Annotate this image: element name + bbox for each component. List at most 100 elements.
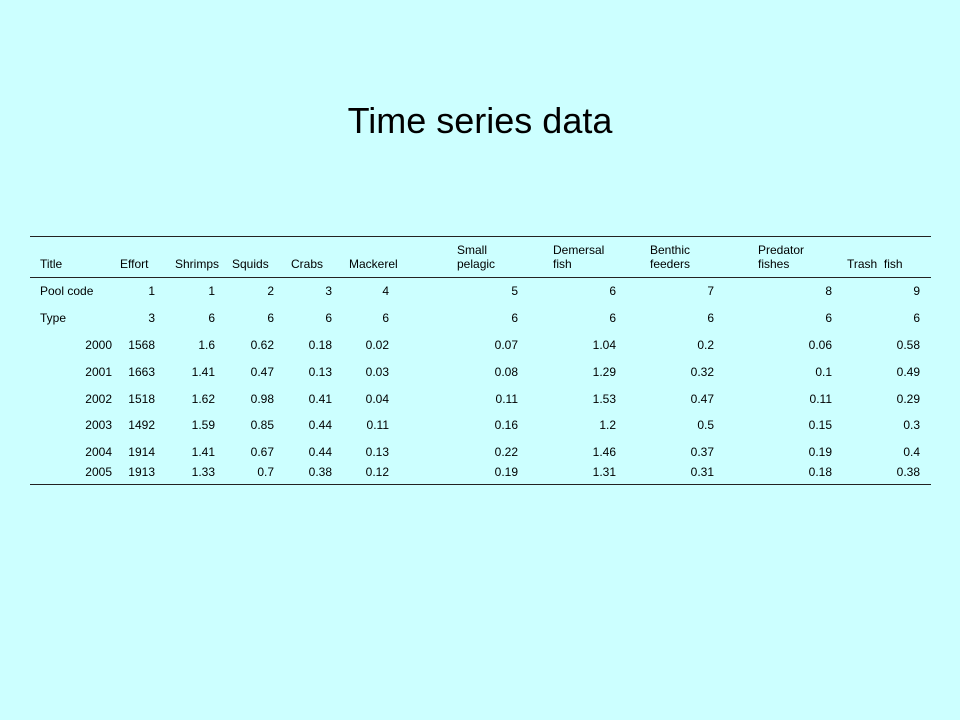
- table-cell: 6: [208, 311, 215, 325]
- table-cell: 0.41: [308, 392, 332, 406]
- table-cell: 1914: [128, 445, 155, 459]
- table-cell: 0.11: [809, 392, 832, 406]
- table-cell: 4: [382, 284, 389, 298]
- table-cell: 7: [707, 284, 714, 298]
- table-cell: 0.06: [808, 338, 832, 352]
- table-cell: 1.46: [592, 445, 616, 459]
- table-cell: 6: [382, 311, 389, 325]
- table-cell: 0.4: [903, 445, 920, 459]
- table-cell: 0.18: [308, 338, 332, 352]
- row-label: 2002: [85, 392, 112, 406]
- table-cell: 6: [325, 311, 332, 325]
- table-cell: 6: [913, 311, 920, 325]
- column-header: Squids: [232, 257, 269, 271]
- table-cell: 6: [825, 311, 832, 325]
- table-cell: 3: [325, 284, 332, 298]
- table-cell: 0.11: [366, 418, 389, 432]
- row-label: Pool code: [40, 284, 94, 298]
- table-cell: 0.5: [697, 418, 714, 432]
- table-cell: 0.31: [690, 465, 714, 479]
- table-cell: 0.44: [308, 445, 332, 459]
- table-cell: 6: [609, 311, 616, 325]
- table-cell: 1.31: [592, 465, 616, 479]
- table-cell: 0.32: [690, 365, 714, 379]
- column-header: Crabs: [291, 257, 324, 271]
- table-cell: 6: [707, 311, 714, 325]
- table-cell: 3: [148, 311, 155, 325]
- table-cell: 1.53: [592, 392, 616, 406]
- table-cell: 0.44: [308, 418, 332, 432]
- column-header: Shrimps: [175, 257, 220, 271]
- table-cell: 8: [825, 284, 832, 298]
- table-cell: 1.59: [191, 418, 215, 432]
- table-cell: 1568: [128, 338, 155, 352]
- table-cell: 0.7: [257, 465, 274, 479]
- table-cell: 0.85: [250, 418, 274, 432]
- table-cell: 0.16: [494, 418, 518, 432]
- table-cell: 0.2: [697, 338, 714, 352]
- table-cell: 1: [208, 284, 215, 298]
- table-cell: 1.2: [599, 418, 616, 432]
- table-cell: 1913: [128, 465, 155, 479]
- table-cell: 0.03: [365, 365, 389, 379]
- table-cell: 1: [148, 284, 155, 298]
- row-label: 2001: [85, 365, 112, 379]
- row-label: Type: [40, 311, 67, 325]
- table-cell: 1.62: [191, 392, 215, 406]
- column-header: Mackerel: [349, 257, 398, 271]
- table-cell: 6: [609, 284, 616, 298]
- column-header: Predator fishes: [758, 243, 808, 271]
- table-cell: 9: [913, 284, 920, 298]
- table-cell: 1.41: [191, 445, 215, 459]
- table-cell: 0.67: [250, 445, 274, 459]
- table-cell: 0.58: [896, 338, 920, 352]
- table-cell: 0.08: [494, 365, 518, 379]
- table-top-rule: [30, 236, 931, 237]
- table-cell: 0.22: [494, 445, 518, 459]
- header-rule: [30, 277, 931, 278]
- table-cell: 0.07: [494, 338, 518, 352]
- table-cell: 0.02: [365, 338, 389, 352]
- table-cell: 0.18: [808, 465, 832, 479]
- table-cell: 0.13: [308, 365, 332, 379]
- table-cell: 0.19: [808, 445, 832, 459]
- column-header: Benthic feeders: [650, 243, 694, 271]
- table-cell: 0.29: [896, 392, 920, 406]
- table-cell: 0.1: [815, 365, 832, 379]
- row-label: 2005: [85, 465, 112, 479]
- table-cell: 0.12: [365, 465, 389, 479]
- table-cell: 1.33: [191, 465, 215, 479]
- table-cell: 0.62: [250, 338, 274, 352]
- table-cell: 1.04: [592, 338, 616, 352]
- column-header: Title: [40, 257, 63, 271]
- table-cell: 1492: [128, 418, 155, 432]
- table-cell: 1663: [128, 365, 155, 379]
- table-cell: 2: [267, 284, 274, 298]
- row-label: 2000: [85, 338, 112, 352]
- column-header: Small pelagic: [457, 243, 496, 271]
- table-cell: 0.13: [365, 445, 389, 459]
- table-cell: 1518: [128, 392, 155, 406]
- table-cell: 1.29: [592, 365, 616, 379]
- table-cell: 0.38: [308, 465, 332, 479]
- table-cell: 1.41: [191, 365, 215, 379]
- table-cell: 0.47: [690, 392, 714, 406]
- table-cell: 0.38: [896, 465, 920, 479]
- table-cell: 0.47: [250, 365, 274, 379]
- table-cell: 6: [511, 311, 518, 325]
- table-cell: 5: [511, 284, 518, 298]
- table-cell: 0.04: [365, 392, 389, 406]
- column-header: Demersal fish: [553, 243, 608, 271]
- table-bottom-rule: [30, 484, 931, 485]
- table-cell: 0.19: [494, 465, 518, 479]
- column-header: Effort: [120, 257, 149, 271]
- table-cell: 0.3: [903, 418, 920, 432]
- slide-title: Time series data: [347, 100, 613, 141]
- table-cell: 0.37: [690, 445, 714, 459]
- table-cell: 0.98: [250, 392, 274, 406]
- table-cell: 6: [267, 311, 274, 325]
- row-label: 2004: [85, 445, 112, 459]
- table-cell: 0.49: [896, 365, 920, 379]
- table-cell: 1.6: [198, 338, 215, 352]
